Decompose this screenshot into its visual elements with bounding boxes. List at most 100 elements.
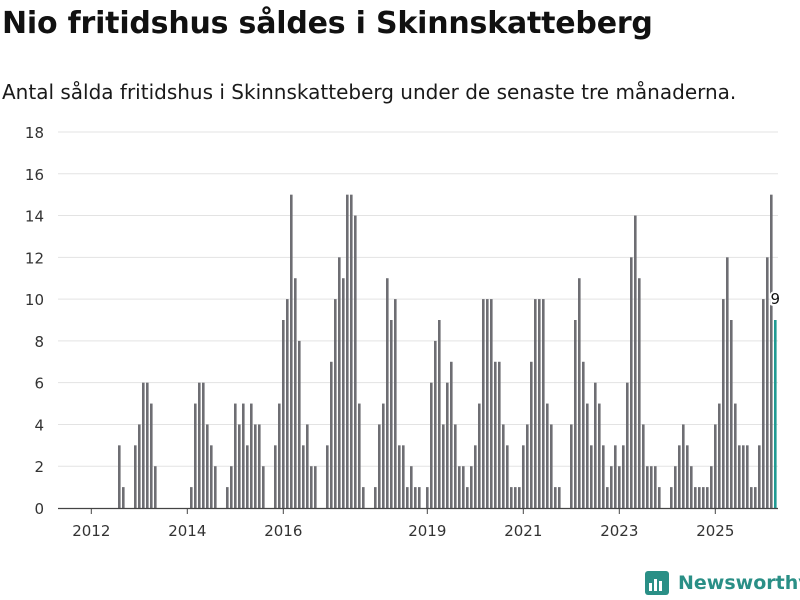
bar (362, 487, 365, 508)
x-tick-label: 2016 (264, 522, 302, 540)
bar (342, 278, 345, 508)
bar (702, 487, 705, 508)
y-tick-label: 0 (34, 500, 44, 518)
bar (486, 299, 489, 508)
bar (426, 487, 429, 508)
bar (146, 382, 149, 508)
y-tick-label: 14 (25, 208, 44, 226)
bar (250, 403, 253, 508)
bar (554, 487, 557, 508)
bar (442, 424, 445, 508)
bar (142, 382, 145, 508)
bar (150, 403, 153, 508)
bar (726, 257, 729, 508)
bar (314, 466, 317, 508)
bar (226, 487, 229, 508)
bar (542, 299, 545, 508)
bar (718, 403, 721, 508)
bar (734, 403, 737, 508)
bar (510, 487, 513, 508)
bar (286, 299, 289, 508)
bar (606, 487, 609, 508)
bar (466, 487, 469, 508)
bar (654, 466, 657, 508)
bar (434, 340, 437, 508)
highlight-value-label: 9 (771, 290, 781, 308)
bar (450, 361, 453, 508)
bar (730, 320, 733, 508)
bar (646, 466, 649, 508)
bar (738, 445, 741, 508)
bar (626, 382, 629, 508)
brand-logo[interactable]: Newsworthy (644, 570, 800, 596)
bar (282, 320, 285, 508)
bar (386, 278, 389, 508)
bar (122, 487, 125, 508)
x-tick-label: 2023 (600, 522, 638, 540)
bar (474, 445, 477, 508)
bar (398, 445, 401, 508)
bar (710, 466, 713, 508)
bar (394, 299, 397, 508)
bar (134, 445, 137, 508)
bar (458, 466, 461, 508)
bar (154, 466, 157, 508)
x-axis-ticks: 2012 2014 2016 2019 2021 2023 2025 (72, 508, 734, 540)
y-tick-label: 12 (25, 249, 44, 267)
bars (118, 194, 777, 509)
bar (262, 466, 265, 508)
bar (274, 445, 277, 508)
bar (298, 340, 301, 508)
bar (610, 466, 613, 508)
y-tick-label: 16 (25, 166, 44, 184)
bar (754, 487, 757, 508)
bar (670, 487, 673, 508)
bar (494, 361, 497, 508)
bar (334, 299, 337, 508)
bar (614, 445, 617, 508)
bar (742, 445, 745, 508)
bar (310, 466, 313, 508)
bar (698, 487, 701, 508)
bar (574, 320, 577, 508)
bar (706, 487, 709, 508)
bar (590, 445, 593, 508)
bar (254, 424, 257, 508)
y-tick-label: 18 (25, 124, 44, 142)
bar (642, 424, 645, 508)
bar (290, 194, 293, 508)
bar (550, 424, 553, 508)
bar (118, 445, 121, 508)
bar (338, 257, 341, 508)
bar (514, 487, 517, 508)
bar (378, 424, 381, 508)
brand-name: Newsworthy (678, 572, 800, 594)
bar (618, 466, 621, 508)
bar (306, 424, 309, 508)
bar (374, 487, 377, 508)
newsworthy-logo-icon (645, 571, 669, 595)
bar (198, 382, 201, 508)
bar (694, 487, 697, 508)
x-tick-label: 2025 (696, 522, 734, 540)
x-tick-label: 2014 (168, 522, 206, 540)
bar (518, 487, 521, 508)
bar (202, 382, 205, 508)
bar (482, 299, 485, 508)
bar (402, 445, 405, 508)
bar (530, 361, 533, 508)
bar (430, 382, 433, 508)
bar (498, 361, 501, 508)
bar (582, 361, 585, 508)
bar (238, 424, 241, 508)
bar (234, 403, 237, 508)
annotations: 9 (769, 288, 783, 310)
x-tick-label: 2012 (72, 522, 110, 540)
bar (414, 487, 417, 508)
bar (206, 424, 209, 508)
bar (674, 466, 677, 508)
bar (758, 445, 761, 508)
bar (686, 445, 689, 508)
bar (278, 403, 281, 508)
